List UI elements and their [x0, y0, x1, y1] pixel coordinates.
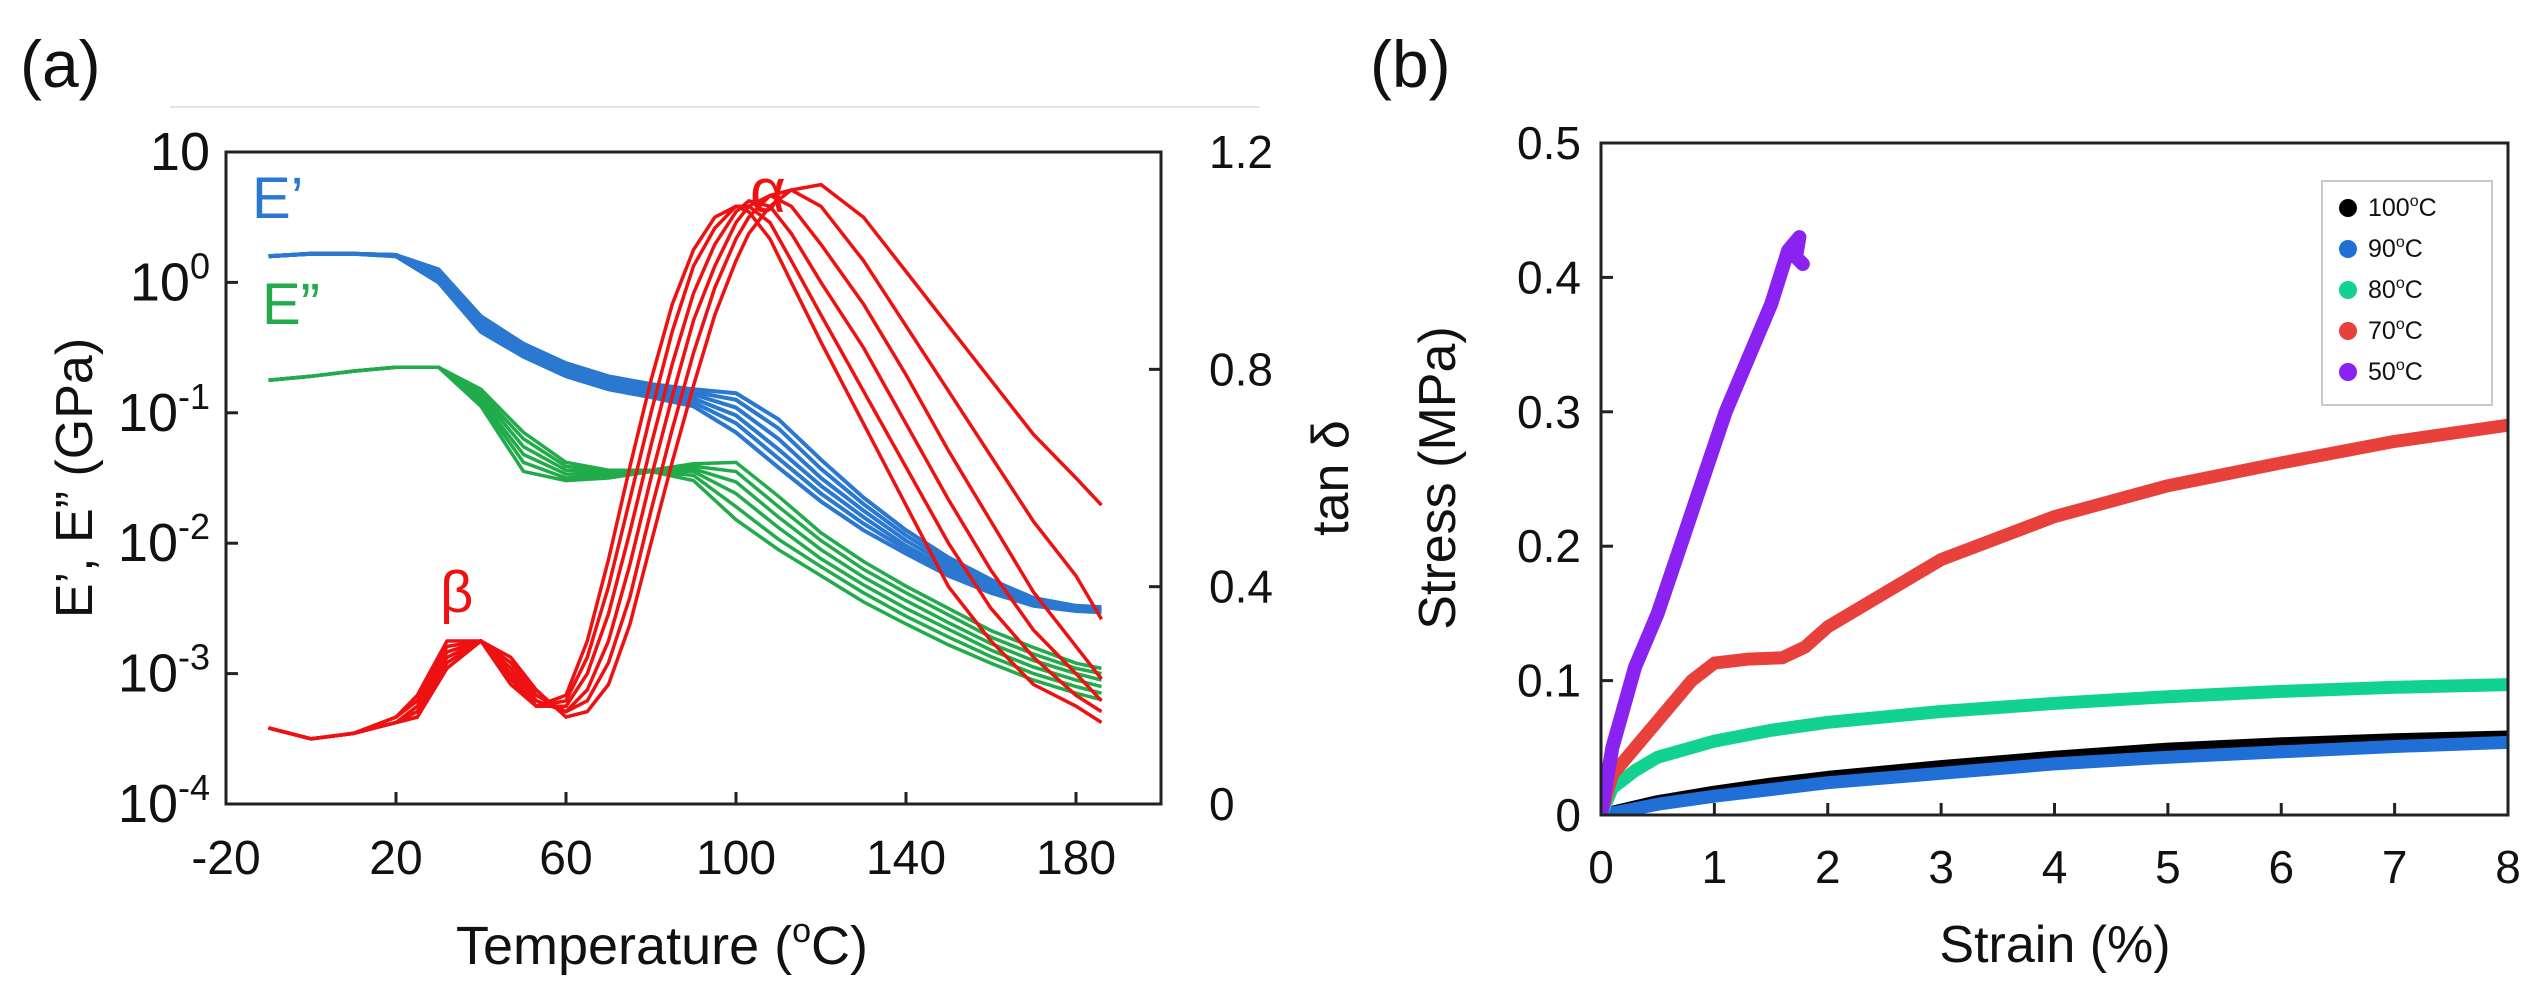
panel-b-y-tick-label: 0.2 [1517, 520, 1581, 572]
panel-a-y-tick-label: 10-2 [118, 506, 210, 573]
panel-a-y-axis-label: E’, E” (GPa) [46, 338, 104, 618]
panel-a-y2-axis-label: tan δ [1302, 420, 1360, 536]
panel-b-x-tick-label: 5 [2155, 841, 2181, 893]
panel-b-x-tick-label: 6 [2268, 841, 2294, 893]
panel-b-x-tick-label: 4 [2042, 841, 2068, 893]
panel-a-y-tick-label: 10 [150, 122, 210, 182]
panel-a-annotation-beta: β [440, 560, 473, 625]
panel-a-x-tick-label: -20 [191, 832, 260, 885]
panel-a-y-tick-label: 10-3 [118, 637, 210, 704]
panel-b-y-tick-label: 0.4 [1517, 251, 1581, 303]
panel-b-y-tick-label: 0 [1555, 789, 1581, 841]
panel-a-x-tick-label: 180 [1036, 832, 1116, 885]
legend-label-90c: 90oC [2368, 234, 2423, 263]
panel-b-y-tick-label: 0.3 [1517, 386, 1581, 438]
panel-b-legend: 100oC 90oC 80oC 70oC 50oC [2321, 180, 2493, 406]
panel-b-y-tick-label: 0.5 [1517, 117, 1581, 169]
panel-b-x-tick-label: 8 [2495, 841, 2521, 893]
tan-delta-line-5 [268, 188, 1104, 741]
stress-curve-50c [1601, 230, 1810, 815]
panel-b-series-group [1601, 230, 2508, 815]
panel-a: (a) -20 20 60 100 140 180 10 100 10-1 10-2 10-3 10-… [20, 27, 1360, 976]
legend-label-100c: 100oC [2368, 193, 2437, 222]
panel-a-x-tick-label: 60 [539, 832, 592, 885]
panel-b-axes: 0 1 2 3 4 5 6 7 8 0 0.1 0.2 0.3 0.4 0.5 [1517, 117, 2521, 893]
panel-b-x-tick-label: 2 [1815, 841, 1841, 893]
tan-delta-line-1 [268, 204, 1103, 741]
legend-marker-70c [2339, 322, 2357, 340]
panel-b: (b) 0 1 2 3 4 5 6 7 8 0 0.1 0.2 0.3 0.4 0.5 100oC 90oC 8… [1370, 27, 2521, 974]
panel-a-y2-tick-label: 0 [1209, 778, 1235, 830]
tan-delta-line-6 [268, 182, 1103, 741]
panel-b-label: (b) [1370, 27, 1451, 101]
tan-delta-line-3 [268, 198, 1103, 741]
panel-a-annotation-alpha: α [750, 157, 786, 226]
panel-a-x-tick-label: 140 [866, 832, 946, 885]
panel-a-y-tick-label: 10-1 [118, 376, 210, 443]
panel-a-y2-tick-label: 0.4 [1209, 561, 1273, 613]
panel-a-x-axis-label: Temperature (oC) [456, 912, 868, 976]
e-storage-line-6 [268, 251, 1102, 610]
legend-marker-80c [2339, 281, 2357, 299]
legend-marker-90c [2339, 240, 2357, 258]
panel-a-label: (a) [20, 27, 101, 101]
legend-marker-50c [2339, 363, 2357, 381]
panel-a-y2-tick-label: 0.8 [1209, 343, 1273, 395]
legend-label-50c: 50oC [2368, 357, 2423, 386]
stress-curve-80c [1601, 678, 2508, 815]
panel-b-x-axis-label: Strain (%) [1939, 916, 2170, 974]
panel-a-annotation-e-double-prime: E” [262, 272, 320, 337]
stress-curve-90c [1601, 735, 2508, 815]
legend-marker-100c [2339, 199, 2357, 217]
panel-b-y-tick-label: 0.1 [1517, 655, 1581, 707]
panel-b-x-tick-label: 1 [1702, 841, 1728, 893]
panel-a-y-tick-label: 10-4 [118, 767, 210, 834]
panel-b-x-tick-label: 7 [2382, 841, 2408, 893]
tan-delta-line-4 [268, 193, 1103, 741]
panel-a-axes: -20 20 60 100 140 180 10 100 10-1 10-2 10-3 10-4 0 0.… [118, 122, 1273, 885]
panel-a-y2-tick-label: 1.2 [1209, 126, 1273, 178]
panel-a-y-tick-label: 100 [130, 245, 210, 312]
panel-a-annotation-e-prime: E’ [252, 166, 304, 231]
panel-a-series-group [268, 182, 1104, 741]
panel-b-x-tick-label: 0 [1588, 841, 1614, 893]
panel-a-x-tick-label: 20 [369, 832, 422, 885]
panel-a-frame [224, 150, 1163, 806]
legend-label-70c: 70oC [2368, 316, 2423, 345]
legend-label-80c: 80oC [2368, 275, 2423, 304]
panel-b-x-tick-label: 3 [1928, 841, 1954, 893]
panel-b-y-axis-label: Stress (MPa) [1409, 326, 1467, 629]
stress-curve-70c [1601, 418, 2508, 815]
tan-delta-line-2 [268, 204, 1103, 741]
panel-a-x-tick-label: 100 [696, 832, 776, 885]
